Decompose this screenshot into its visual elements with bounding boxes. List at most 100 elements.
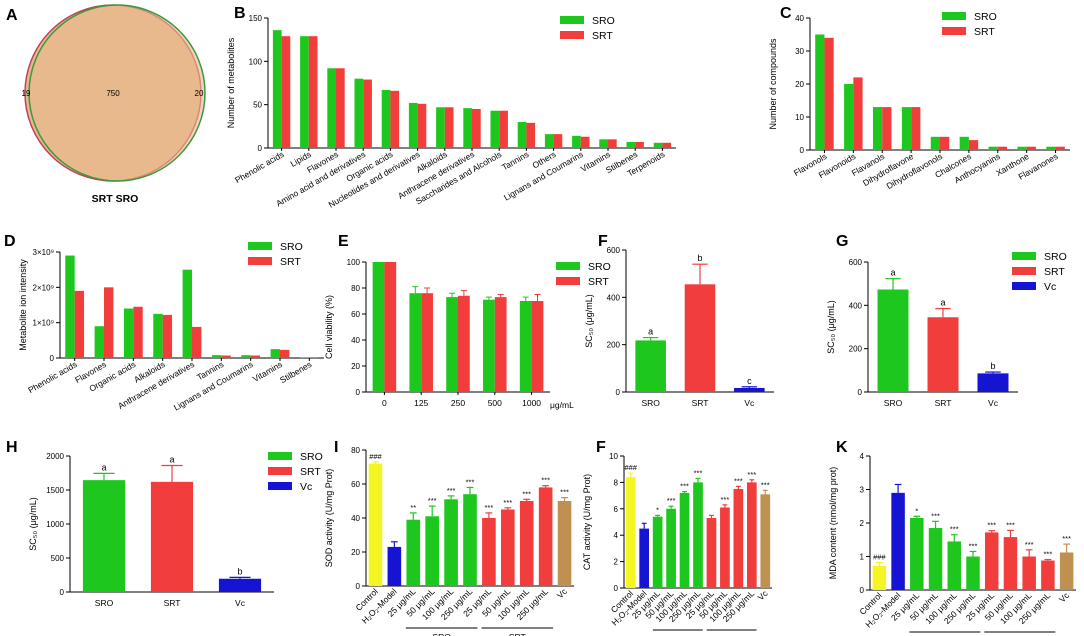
panel-e-bar-srt [494,297,507,392]
panel-f1-bar [684,284,716,392]
panel-c-y-axis-label: Number of compounds [768,38,778,130]
panel-a: A 19 750 20 SRT SRO [6,4,206,205]
panel-e-legend-label-sro: SRO [588,261,611,273]
panel-k-bar [966,556,980,590]
panel-g-bar [877,289,909,392]
panel-d-legend-label-sro: SRO [280,241,303,253]
panel-i-y-tick-label: 80 [351,446,360,455]
panel-e-bar-srt [531,301,544,392]
panel-f1-x-tick-label: Vc [744,398,755,408]
panel-g-y-axis-label: SC₅₀ (μg/mL) [826,300,836,354]
panel-b-bar-srt [308,36,318,149]
panel-k-significance-mark: *** [931,511,940,520]
panel-b-y-tick-label: 150 [249,14,263,23]
panel-f1-significance-mark: c [747,376,752,386]
panel-c-bar-srt [997,146,1008,150]
panel-i-y-axis-label: SOD activity (U/mg Prot) [324,469,334,568]
panel-b-bar-srt [526,122,536,148]
panel-c-y-tick-label: 20 [795,80,804,89]
panel-f1-y-tick-label: 0 [616,388,621,397]
panel-b-bar-sro [300,36,309,149]
panel-h-bar [150,481,194,592]
panel-c-y-tick-label: 40 [795,14,804,23]
panel-i-bar [482,518,496,586]
panel-e-y-axis-label: Cell viability (%) [324,295,334,359]
panel-f2-significance-mark: *** [667,496,676,505]
panel-f2-y-tick-label: 0 [614,584,619,593]
panel-i-letter: I [334,439,338,456]
panel-a-letter: A [6,7,18,24]
panel-c-bar-srt [882,107,892,150]
panel-f1-significance-mark: b [697,253,702,263]
panel-c-y-tick-label: 10 [795,113,804,122]
panel-f1-bar [635,340,666,392]
panel-d-bar-srt [104,287,114,358]
panel-g-significance-mark: a [890,268,895,278]
panel-i-bar [557,501,572,586]
panel-c-bar-sro [901,107,912,150]
panel-c-bar-srt [1026,146,1036,150]
panel-i-significance-mark: *** [541,476,550,485]
panel-k-bar [891,492,905,590]
panel-f2-bar [760,494,771,588]
panel-e-bar-srt [421,293,433,392]
panel-f2-x-tick-label: Vc [756,588,771,603]
panel-f1-bar [734,387,765,392]
panel-g-y-tick-label: 0 [858,388,863,397]
panel-b-bar-srt [553,134,563,148]
panel-g-x-tick-label: SRO [884,398,903,408]
panel-c-bar-srt [968,140,979,150]
panel-g-bar [927,317,959,392]
panel-h-legend-label-vc: Vc [300,481,312,493]
panel-k-x-tick-label: Vc [1057,590,1072,605]
panel-h-legend-label-sro: SRO [300,451,323,463]
panel-d-y-tick-label: 3×10⁹ [33,248,54,257]
panel-k-significance-mark: *** [969,541,978,550]
panel-k-y-tick-label: 3 [860,486,865,495]
panel-i-bar [425,516,439,586]
panel-k-significance-mark: * [915,506,918,515]
panel-h-significance-mark: a [101,462,106,472]
panel-d-legend-swatch-srt [248,257,272,265]
venn-circle-sro [28,4,206,182]
panel-h-bar [218,578,262,592]
panel-i-group-label-srt: SRT [509,632,526,636]
panel-f2-significance-mark: *** [734,476,743,485]
panel-e-legend-label-srt: SRT [588,276,609,288]
panel-g-legend-label-vc: Vc [1044,281,1056,293]
panel-h-legend-label-srt: SRT [300,466,321,478]
panel-i-group-label-sro: SRO [432,632,451,636]
panel-k-bar [1041,560,1055,590]
panel-f2-bar [666,508,676,588]
panel-f2-y-tick-label: 8 [614,478,619,487]
panel-c-bar-sro [872,107,883,150]
panel-e-y-tick-label: 40 [351,336,360,345]
panel-b-y-tick-label: 50 [253,101,262,110]
panel-b-bar-sro [436,107,445,148]
panel-f2-significance-mark: * [656,505,659,514]
panel-i-significance-mark: ** [410,503,416,512]
panel-f1-y-tick-label: 400 [607,293,621,302]
panel-b-bar-sro [463,108,472,148]
panel-d-bar-sro [153,313,163,358]
panel-b-bar-sro [408,102,418,148]
panel-i-significance-mark: *** [428,496,437,505]
panel-b-bar-sro [653,142,663,148]
panel-i-bar [368,463,383,586]
panel-k-significance-mark: *** [1006,520,1015,529]
panel-f2-bar [652,516,663,588]
panel-d-bar-sro [182,269,192,358]
panel-h-y-tick-label: 0 [60,588,65,597]
panel-b-y-tick-label: 100 [249,57,263,66]
panel-e-y-tick-label: 0 [356,388,361,397]
panel-g-bar [977,373,1009,392]
panel-f2-y-tick-label: 4 [614,531,619,540]
panel-h-x-tick-label: SRO [95,598,114,608]
panel-k-significance-mark: *** [1025,540,1034,549]
panel-k-y-tick-label: 0 [860,586,865,595]
panel-i-x-tick-label: Vc [555,586,570,601]
panel-h-legend-swatch-sro [268,452,292,460]
panel-c-bar-sro [844,84,854,150]
